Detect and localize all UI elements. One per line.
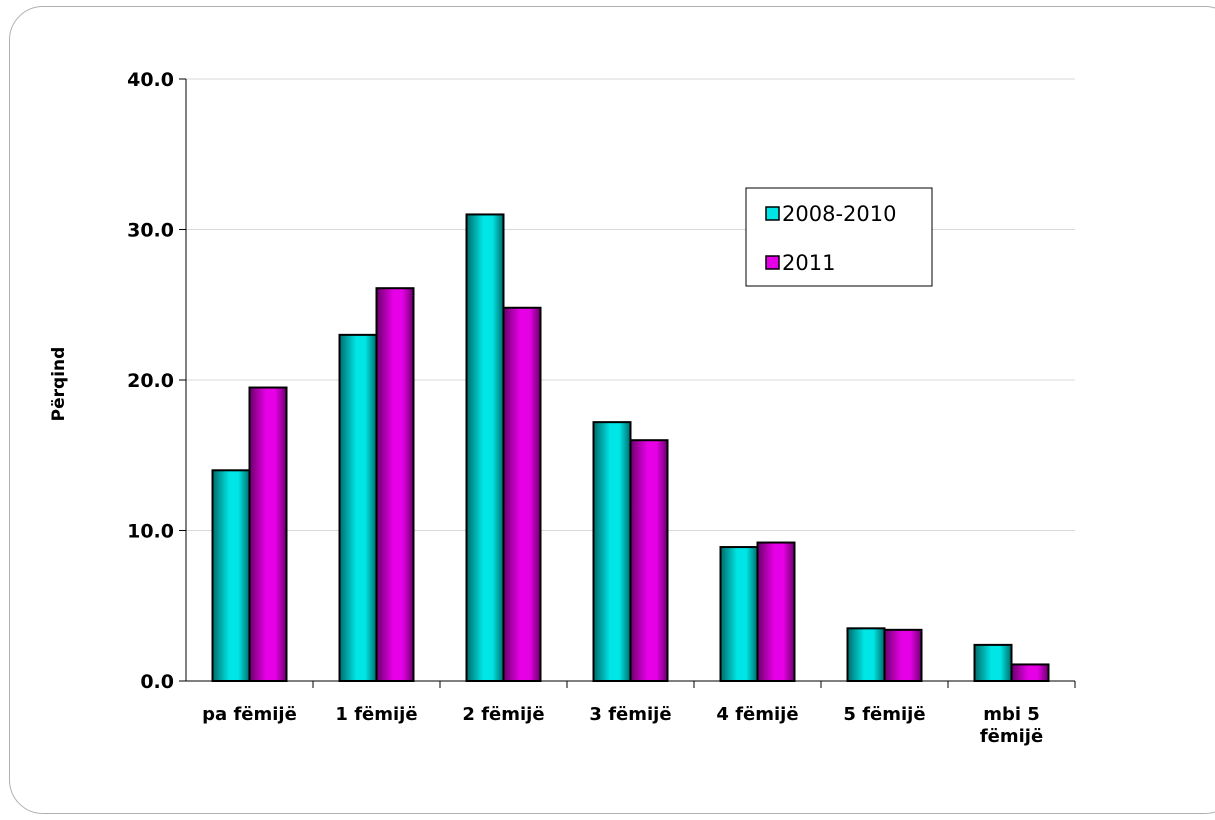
y-tick-labels: 0.0 10.0 20.0 30.0 40.0 [127,69,174,693]
y-tick-label: 20.0 [127,370,174,392]
bar-2011-6 [1010,663,1050,683]
bar-2008-2010-1 [338,333,378,682]
x-tick-label: 3 fëmijë [589,704,671,725]
bar-2011-0 [248,386,288,682]
bar-2008-2010-0 [211,469,251,682]
bar-2008-2010-5 [846,627,886,683]
x-tick-labels: pa fëmijë 1 fëmijë 2 fëmijë 3 fëmijë 4 fëmij… [202,704,1043,747]
bar-2011-4 [756,541,796,682]
x-tick-label: 1 fëmijë [335,704,417,725]
bar-2008-2010-2 [465,213,505,682]
y-tick-label: 30.0 [127,220,174,242]
bar-2011-3 [629,439,669,683]
bar-2011-5 [883,628,923,683]
x-tick-label: 4 fëmijë [716,704,798,725]
bar-2008-2010-3 [592,421,632,682]
y-tick-label: 10.0 [127,521,174,543]
y-axis-label: Përqind [49,347,69,422]
legend-swatch-2011 [765,255,780,270]
x-tick-label: 5 fëmijë [843,704,925,725]
x-tick-label: mbi 5 fëmijë [980,704,1043,747]
bars [211,213,1050,683]
y-tick-label: 40.0 [127,69,174,91]
legend: 2008-2010 2011 [745,187,933,287]
bar-2008-2010-4 [719,546,759,682]
bar-2011-1 [375,287,415,682]
y-tick-label: 0.0 [140,671,174,693]
x-tick-label: pa fëmijë [202,704,297,725]
legend-label-2008-2010: 2008-2010 [782,202,896,226]
legend-label-2011: 2011 [782,251,835,275]
axes [179,78,1076,688]
bar-2011-2 [502,306,542,682]
bar-2008-2010-6 [973,643,1013,683]
legend-swatch-2008-2010 [765,206,780,221]
x-tick-label: 2 fëmijë [462,704,544,725]
